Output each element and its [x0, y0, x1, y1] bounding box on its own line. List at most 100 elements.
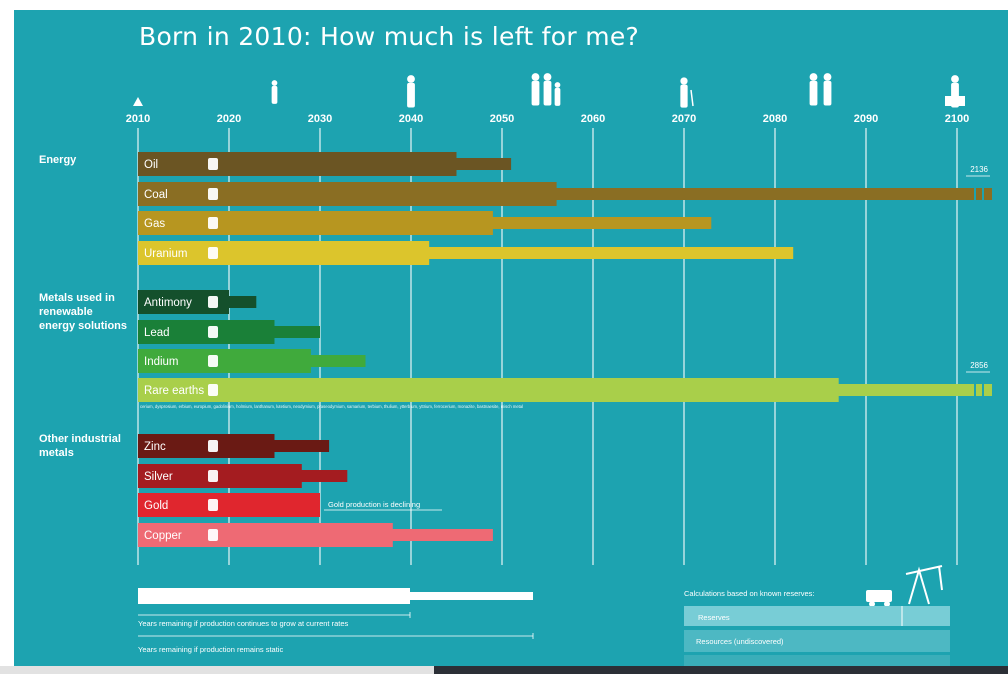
bars: Oil Coal Gas Uranium Antimony Lead Indium Rare … — [138, 152, 992, 547]
head — [271, 80, 278, 86]
off-scale-label: 2136 — [970, 165, 988, 174]
child-icon — [271, 80, 278, 104]
solar-panel-icon — [208, 355, 218, 367]
axis-break — [982, 377, 984, 403]
legend: Years remaining if production continues … — [138, 565, 950, 666]
axis-break — [974, 377, 976, 403]
truck-wheel — [884, 601, 890, 607]
bar-growth — [138, 434, 275, 458]
x-tick-label: 2090 — [854, 113, 878, 125]
bar-label: Copper — [144, 530, 182, 542]
phone-icon — [208, 499, 218, 511]
bar-growth — [138, 320, 275, 344]
bar-row-silver: Silver — [138, 464, 348, 488]
bar-growth — [138, 464, 302, 488]
fuel-pump-icon — [208, 158, 218, 170]
x-tick-label: 2020 — [217, 113, 241, 125]
body — [554, 87, 561, 106]
bar-row-zinc: Zinc — [138, 434, 330, 458]
bar-label: Gas — [144, 218, 165, 230]
bar-row-uranium: Uranium — [138, 241, 794, 265]
elderly-icon — [680, 77, 694, 108]
tap-icon — [208, 529, 218, 541]
radiation-icon — [208, 247, 218, 259]
rare-earths-list: cerium, dysprosium, erbium, europium, ga… — [140, 404, 523, 409]
bar-row-antimony: Antimony — [138, 290, 257, 314]
body — [823, 80, 832, 106]
bar-row-gas: Gas — [138, 211, 712, 235]
head — [554, 82, 561, 88]
truck-wheel — [869, 601, 875, 607]
group-label-energy: Energy — [39, 154, 77, 166]
group-label-renewable-metals: Metals used in renewable energy solution… — [39, 292, 128, 332]
chart-title: Born in 2010: How much is left for me? — [139, 22, 640, 51]
axis-break — [974, 181, 976, 207]
adult-icon — [407, 75, 415, 108]
bar-label: Indium — [144, 356, 179, 368]
off-scale-label: 2856 — [970, 361, 988, 370]
head — [407, 75, 415, 83]
body — [271, 85, 278, 104]
wind-turbine-icon — [208, 384, 218, 396]
bar-row-coal: Coal — [138, 182, 992, 206]
bar-row-oil: Oil — [138, 152, 512, 176]
resources-band — [684, 630, 950, 652]
head — [823, 73, 832, 81]
bar-row-rare-earths: Rare earths — [138, 378, 992, 402]
screwdriver-icon — [208, 440, 218, 452]
legend-growth-label: Years remaining if production continues … — [138, 619, 349, 628]
bar-row-indium: Indium — [138, 349, 366, 373]
x-axis-ticks: 2010 2020 2030 2040 2050 2060 2070 2080 2090 2100 — [126, 113, 969, 125]
taskbar-right — [434, 666, 1008, 674]
head — [680, 77, 688, 85]
body — [809, 80, 818, 106]
bar-growth — [138, 493, 320, 517]
resources-band-lower — [684, 655, 950, 666]
reserves-band — [684, 606, 950, 626]
bar-growth — [138, 211, 493, 235]
bar-label: Zinc — [144, 441, 166, 453]
oil-pump-icon — [905, 565, 943, 605]
bar-label: Oil — [144, 159, 158, 171]
group-label-industrial-metals: Other industrial metals — [39, 433, 121, 459]
x-tick-label: 2010 — [126, 113, 150, 125]
body — [543, 80, 552, 106]
reserves-label: Reserves — [698, 613, 730, 622]
bar-label: Uranium — [144, 248, 187, 260]
axis-break — [982, 181, 984, 207]
head — [531, 73, 540, 81]
truck-icon — [866, 590, 892, 602]
infographic-canvas: Born in 2010: How much is left for me? E… — [14, 10, 1008, 666]
bar-growth — [138, 523, 393, 547]
x-tick-label: 2040 — [399, 113, 423, 125]
bar-label: Rare earths — [144, 385, 204, 397]
head — [809, 73, 818, 81]
head — [951, 75, 959, 83]
lightning-icon — [208, 188, 218, 200]
resources-label: Resources (undiscovered) — [696, 637, 784, 646]
bar-label: Coal — [144, 189, 168, 201]
x-tick-label: 2030 — [308, 113, 332, 125]
baby-icon — [133, 97, 143, 106]
x-tick-label: 2100 — [945, 113, 969, 125]
elderly-couple-icon — [809, 73, 832, 106]
bar-growth — [138, 378, 839, 402]
x-tick-label: 2050 — [490, 113, 514, 125]
bar-label: Lead — [144, 327, 170, 339]
car-icon — [208, 326, 218, 338]
body — [680, 84, 688, 108]
body — [531, 80, 540, 106]
x-tick-label: 2070 — [672, 113, 696, 125]
legend-growth-swatch — [138, 588, 410, 604]
x-tick-label: 2060 — [581, 113, 605, 125]
battery-icon — [208, 296, 218, 308]
legend-static-label: Years remaining if production remains st… — [138, 645, 283, 654]
bar-growth — [138, 182, 557, 206]
bar-label: Antimony — [144, 297, 192, 309]
reserves-title: Calculations based on known reserves: — [684, 589, 815, 598]
baby-shape — [133, 97, 143, 106]
bar-row-lead: Lead — [138, 320, 320, 344]
grave-icon — [945, 75, 965, 108]
chair — [945, 96, 965, 106]
body — [407, 82, 415, 108]
